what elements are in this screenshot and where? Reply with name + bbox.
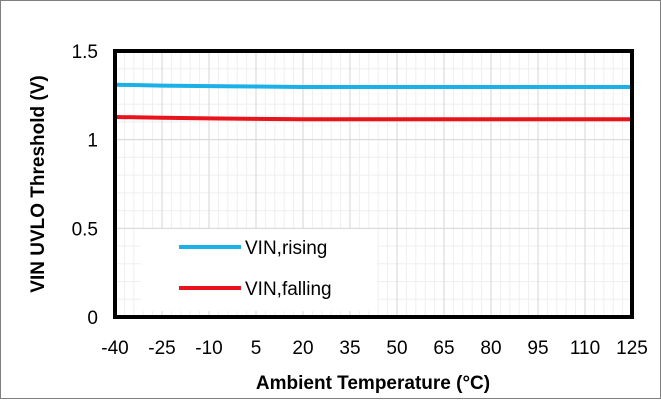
legend-label-falling: VIN,falling: [245, 279, 332, 300]
x-tick-label: 95: [527, 338, 548, 359]
x-tick-label: 5: [251, 338, 262, 359]
legend-box: [141, 229, 377, 311]
series-line-1: [114, 115, 632, 122]
x-tick-label: -10: [195, 338, 222, 359]
y-tick-label: 1: [87, 131, 98, 152]
series-layer: [114, 82, 632, 122]
x-tick-label: 50: [386, 338, 407, 359]
x-axis-title: Ambient Temperature (°C): [256, 373, 490, 394]
x-tick-label: 35: [339, 338, 360, 359]
series-line-0: [114, 82, 632, 89]
x-tick-label: -25: [148, 338, 175, 359]
x-tick-label: 20: [292, 338, 313, 359]
x-tick-label: 110: [570, 338, 600, 359]
x-tick-label: -40: [101, 338, 128, 359]
legend: VIN,rising VIN,falling: [141, 229, 377, 311]
y-tick-label: 0.5: [72, 219, 98, 240]
x-tick-label: 65: [433, 338, 454, 359]
y-tick-label: 1.5: [72, 42, 98, 63]
plot-border: [113, 49, 634, 319]
y-tick-label: 0: [87, 308, 98, 329]
x-tick-label: 125: [616, 338, 648, 359]
legend-label-rising: VIN,rising: [245, 238, 327, 259]
y-tick-labels: 0 0.5 1 1.5: [72, 42, 98, 329]
y-axis-title: VIN UVLO Threshold (V): [28, 75, 49, 292]
x-tick-labels: -40 -25 -10 5 20 35 50 65 80 95 110 125: [101, 338, 648, 359]
x-tick-label: 80: [480, 338, 501, 359]
